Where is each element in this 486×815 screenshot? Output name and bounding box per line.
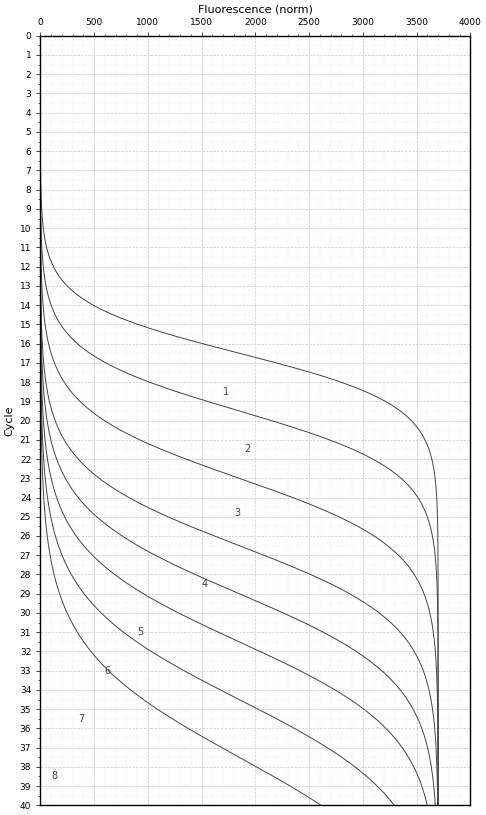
Text: 6: 6 xyxy=(105,666,111,676)
Text: 5: 5 xyxy=(137,628,143,637)
Text: 1: 1 xyxy=(223,386,229,397)
Text: 3: 3 xyxy=(234,508,240,518)
X-axis label: Fluorescence (norm): Fluorescence (norm) xyxy=(198,4,313,14)
Text: 2: 2 xyxy=(244,444,251,455)
Y-axis label: Cycle: Cycle xyxy=(4,405,14,436)
Text: 4: 4 xyxy=(202,579,208,589)
Text: 8: 8 xyxy=(51,772,57,782)
Text: 7: 7 xyxy=(78,714,84,724)
